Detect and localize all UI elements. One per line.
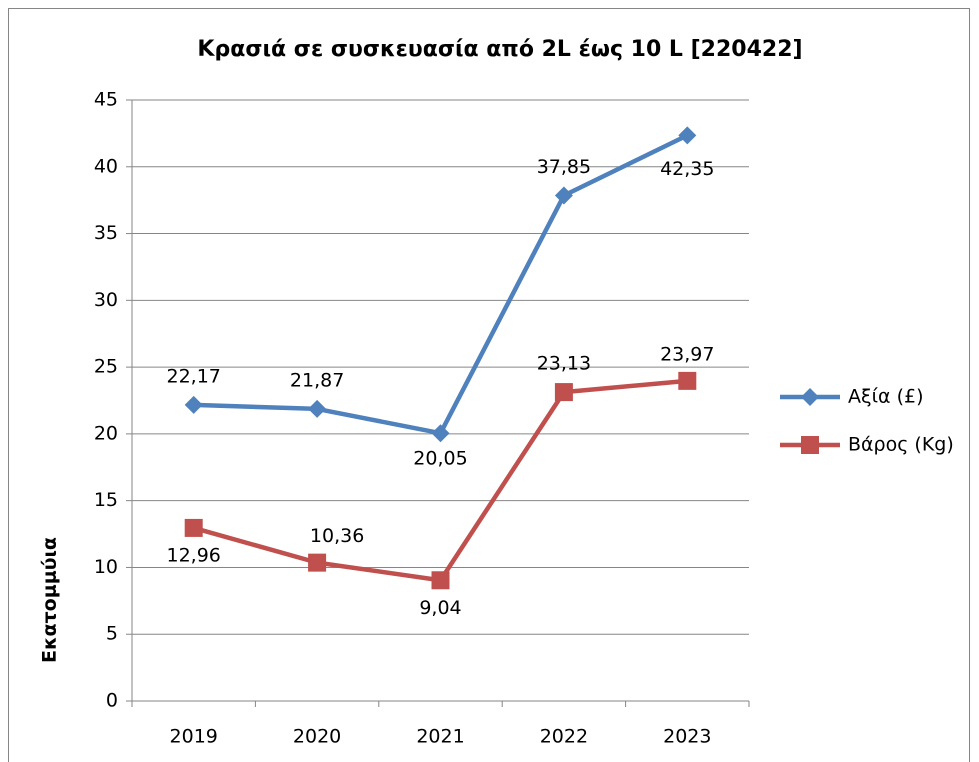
marker — [184, 395, 203, 414]
marker — [184, 518, 203, 537]
chart-frame — [8, 8, 970, 762]
data-label: 23,97 — [660, 343, 714, 365]
y-tick-label: 10 — [94, 556, 118, 578]
x-tick-label: 2019 — [170, 726, 218, 748]
series-line — [193, 378, 688, 583]
y-tick-label: 0 — [106, 690, 118, 712]
data-label: 21,87 — [290, 369, 344, 391]
marker — [554, 186, 573, 205]
marker — [308, 553, 327, 572]
marker — [801, 388, 819, 406]
x-tick-label: 2021 — [416, 726, 464, 748]
marker — [554, 383, 573, 402]
y-tick-label: 5 — [106, 623, 118, 645]
data-label: 42,35 — [660, 158, 714, 180]
chart-title: Κρασιά σε συσκευασία από 2L έως 10 L [22… — [197, 37, 802, 62]
y-tick-label: 15 — [94, 489, 118, 511]
marker — [678, 126, 697, 145]
marker — [431, 571, 450, 590]
y-tick-label: 30 — [94, 289, 118, 311]
data-label: 23,13 — [537, 353, 591, 375]
y-tick-label: 20 — [94, 422, 118, 444]
data-label: 9,04 — [419, 597, 461, 619]
data-label: 20,05 — [413, 448, 467, 470]
data-label: 10,36 — [310, 525, 364, 547]
marker — [431, 424, 450, 443]
x-tick-label: 2020 — [293, 726, 341, 748]
data-label: 22,17 — [166, 365, 220, 387]
x-tick-label: 2023 — [663, 726, 711, 748]
data-label: 12,96 — [166, 544, 220, 566]
y-tick-label: 25 — [94, 356, 118, 378]
y-tick-label: 35 — [94, 222, 118, 244]
legend-label: Βάρος (Kg) — [848, 434, 954, 456]
y-tick-label: 40 — [94, 155, 118, 177]
y-axis-label: Εκατομμύια — [39, 537, 61, 663]
data-label: 37,85 — [537, 156, 591, 178]
legend-label: Αξία (£) — [848, 386, 924, 408]
marker — [678, 371, 697, 390]
marker — [801, 436, 819, 454]
marker — [308, 399, 327, 418]
x-tick-label: 2022 — [540, 726, 588, 748]
y-tick-label: 45 — [94, 89, 118, 111]
